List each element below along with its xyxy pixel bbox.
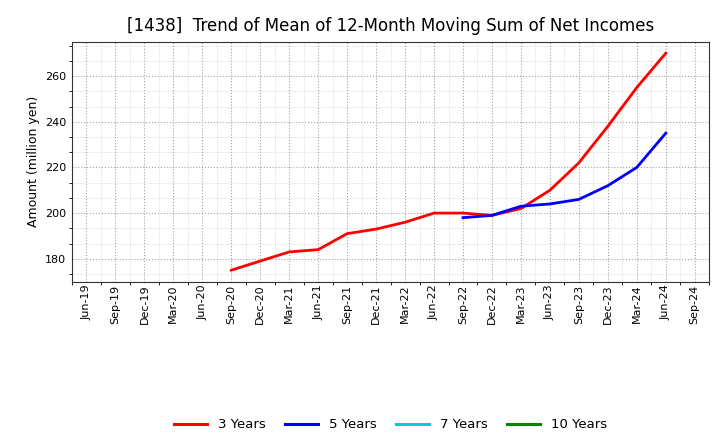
5 Years (662, 131, 670, 136)
5 Years (632, 165, 641, 170)
5 Years (459, 215, 467, 220)
3 Years (575, 160, 583, 165)
3 Years (343, 231, 351, 236)
3 Years (546, 187, 554, 193)
3 Years (662, 51, 670, 56)
5 Years (487, 213, 496, 218)
Legend: 3 Years, 5 Years, 7 Years, 10 Years: 3 Years, 5 Years, 7 Years, 10 Years (169, 413, 612, 436)
3 Years (603, 124, 612, 129)
3 Years (314, 247, 323, 252)
3 Years (285, 249, 294, 255)
3 Years (227, 268, 235, 273)
3 Years (401, 220, 410, 225)
Y-axis label: Amount (million yen): Amount (million yen) (27, 96, 40, 227)
Line: 5 Years: 5 Years (463, 133, 666, 218)
3 Years (372, 227, 380, 232)
3 Years (517, 206, 526, 211)
5 Years (517, 204, 526, 209)
3 Years (459, 210, 467, 216)
5 Years (575, 197, 583, 202)
3 Years (430, 210, 438, 216)
3 Years (632, 85, 641, 90)
3 Years (256, 258, 264, 264)
5 Years (603, 183, 612, 188)
Line: 3 Years: 3 Years (231, 53, 666, 270)
Title: [1438]  Trend of Mean of 12-Month Moving Sum of Net Incomes: [1438] Trend of Mean of 12-Month Moving … (127, 17, 654, 35)
3 Years (487, 213, 496, 218)
5 Years (546, 202, 554, 207)
